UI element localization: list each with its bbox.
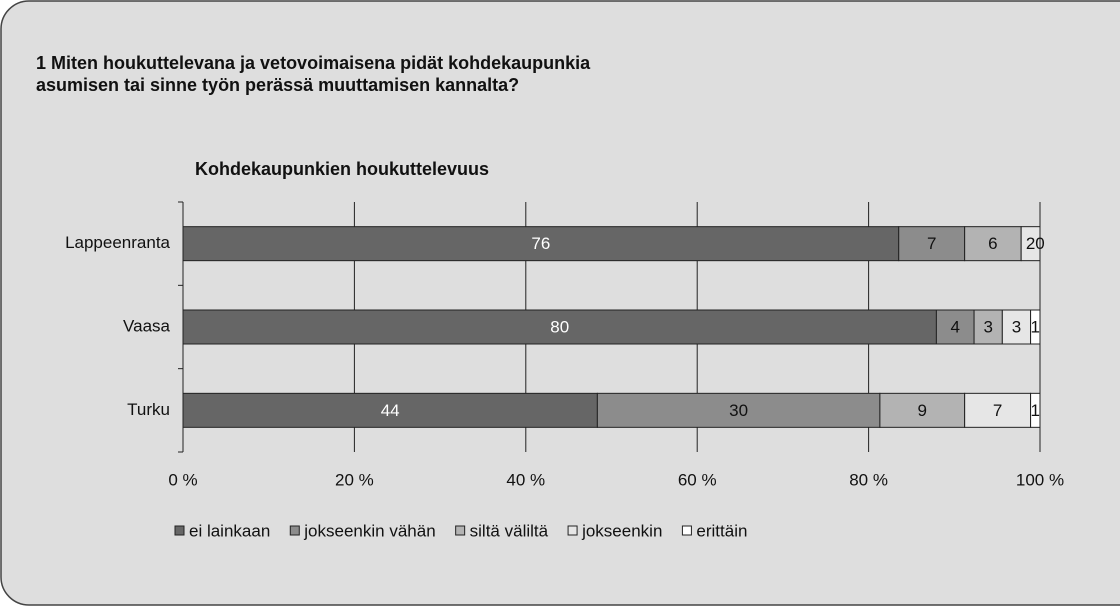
legend-swatch	[681, 525, 692, 536]
value-label: 3	[983, 317, 992, 336]
value-label: 1	[1031, 401, 1040, 420]
legend-label: erittäin	[696, 521, 747, 540]
y-tick-label: Lappeenranta	[65, 233, 170, 252]
legend-swatch	[289, 525, 300, 536]
legend-label: siltä väliltä	[470, 521, 549, 540]
legend-label: jokseenkin	[581, 521, 662, 540]
legend-swatch	[174, 525, 185, 536]
legend-swatch	[455, 525, 466, 536]
value-label: 4	[951, 317, 960, 336]
x-tick-label: 60 %	[678, 470, 717, 489]
bar-segment	[182, 226, 900, 262]
value-label: 9	[918, 401, 927, 420]
y-tick-label: Turku	[127, 400, 170, 419]
x-tick-label: 100 %	[1016, 470, 1064, 489]
legend-swatch	[567, 525, 578, 536]
x-tick-label: 40 %	[506, 470, 545, 489]
chart-title: Kohdekaupunkien houkuttelevuus	[195, 159, 489, 179]
value-label: 1	[1031, 317, 1040, 336]
x-tick-label: 20 %	[335, 470, 374, 489]
value-label: 3	[1012, 317, 1021, 336]
x-tick-label: 0 %	[168, 470, 197, 489]
value-label: 80	[550, 317, 569, 336]
y-tick-label: Vaasa	[123, 316, 170, 335]
bar-segment	[935, 309, 975, 345]
question-line: 1 Miten houkuttelevana ja vetovoimaisena…	[36, 53, 591, 73]
bar-segment	[1001, 309, 1032, 345]
value-label: 30	[729, 401, 748, 420]
value-label: 6	[988, 234, 997, 253]
value-label: 76	[531, 234, 550, 253]
bar-segment	[182, 392, 598, 428]
legend-label: jokseenkin vähän	[303, 521, 435, 540]
bar-segment	[1030, 392, 1041, 428]
bar-segment	[973, 309, 1003, 345]
bar-segment	[1030, 309, 1041, 345]
value-label: 7	[993, 401, 1002, 420]
bar-segment	[879, 392, 966, 428]
question-line: asumisen tai sinne työn perässä muuttami…	[36, 75, 519, 95]
value-label: 0	[1035, 234, 1044, 253]
value-label: 2	[1026, 234, 1035, 253]
bar-segment	[964, 392, 1032, 428]
legend-label: ei lainkaan	[189, 521, 270, 540]
bar-segment	[596, 392, 881, 428]
x-tick-label: 80 %	[849, 470, 888, 489]
value-label: 44	[381, 401, 400, 420]
bar-segment	[1020, 226, 1041, 262]
bar-segment	[182, 309, 937, 345]
value-label: 7	[927, 234, 936, 253]
bar-segment	[964, 226, 1022, 262]
